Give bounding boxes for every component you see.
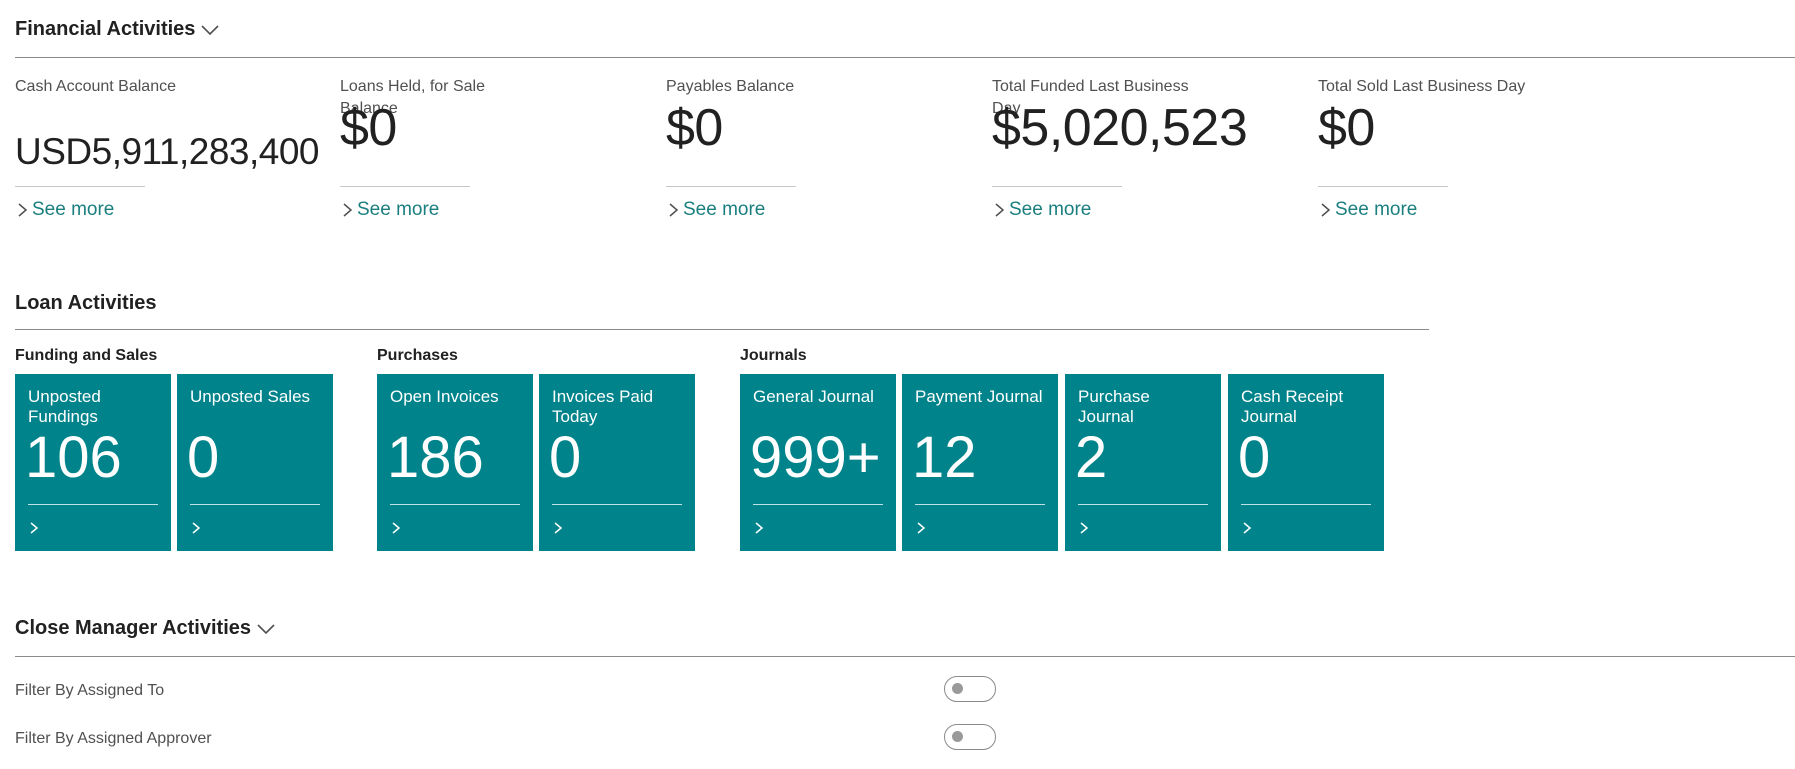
chevron-right-icon	[669, 203, 679, 217]
toggle-knob	[952, 731, 963, 742]
tile-label: Unposted Sales	[190, 387, 311, 406]
tile-label: Cash Receipt Journal	[1241, 387, 1344, 426]
tile-divider	[753, 504, 883, 505]
chevron-right-icon[interactable]	[390, 521, 402, 535]
filter-assigned-to-toggle[interactable]	[944, 676, 996, 702]
financial-activities-title: Financial Activities	[15, 18, 196, 40]
chevron-right-icon[interactable]	[753, 521, 765, 535]
loan-activities-header: Loan Activities	[15, 292, 157, 315]
loan-activities-title: Loan Activities	[15, 292, 157, 314]
cue-label: Payables Balance	[666, 78, 795, 95]
tile-invoices-paid-today[interactable]: Invoices Paid Today 0	[539, 374, 695, 551]
cue-label: Cash Account Balance	[15, 78, 176, 95]
see-more-label: See more	[683, 199, 766, 220]
see-more-link[interactable]: See more	[992, 199, 1312, 221]
close-manager-activities-divider	[15, 656, 1795, 657]
chevron-down-icon[interactable]	[255, 622, 277, 636]
tile-general-journal[interactable]: General Journal 999+	[740, 374, 896, 551]
chevron-right-icon	[18, 203, 28, 217]
cue-value[interactable]: $0	[666, 99, 723, 157]
cue-value[interactable]: $0	[340, 99, 397, 157]
tile-purchase-journal[interactable]: Purchase Journal 2	[1065, 374, 1221, 551]
close-manager-activities-header[interactable]: Close Manager Activities	[15, 617, 277, 640]
cue-label: Total Sold Last Business Day	[1318, 78, 1526, 95]
cue-divider	[992, 186, 1122, 187]
cue-value[interactable]: USD5,911,283,400	[15, 131, 320, 172]
tile-divider	[28, 504, 158, 505]
tile-label: Purchase Journal	[1078, 387, 1150, 426]
tile-label: Unposted Fundings	[28, 387, 101, 426]
tile-value: 0	[549, 425, 582, 490]
cue-value[interactable]: $0	[1318, 99, 1375, 157]
cue-total-funded-last-business-day: Total Funded Last Business Day $5,020,52…	[992, 76, 1312, 221]
tile-value: 0	[187, 425, 220, 490]
tile-label: Payment Journal	[915, 387, 1043, 406]
group-label-journals: Journals	[740, 347, 807, 364]
tile-value: 186	[387, 425, 484, 490]
cue-cash-account-balance: Cash Account Balance USD5,911,283,400 Se…	[15, 76, 335, 221]
cue-total-sold-last-business-day: Total Sold Last Business Day $0 See more	[1318, 76, 1578, 221]
see-more-label: See more	[32, 199, 115, 220]
see-more-link[interactable]: See more	[1318, 199, 1578, 221]
tile-value: 0	[1238, 425, 1271, 490]
cue-divider	[15, 186, 145, 187]
tile-label: General Journal	[753, 387, 874, 406]
cue-payables-balance: Payables Balance $0 See more	[666, 76, 986, 221]
tile-divider	[190, 504, 320, 505]
tile-divider	[1241, 504, 1371, 505]
chevron-right-icon[interactable]	[1241, 521, 1253, 535]
toggle-knob	[952, 683, 963, 694]
close-manager-activities-title: Close Manager Activities	[15, 617, 252, 639]
cue-label: Loans Held, for Sale Balance	[340, 78, 485, 117]
tile-label: Open Invoices	[390, 387, 499, 406]
chevron-down-icon[interactable]	[199, 23, 221, 37]
cue-value[interactable]: $5,020,523	[992, 99, 1248, 157]
cue-label: Total Funded Last Business Day	[992, 78, 1189, 117]
financial-activities-divider	[15, 57, 1795, 58]
tile-divider	[552, 504, 682, 505]
cue-divider	[1318, 186, 1448, 187]
group-label-purchases: Purchases	[377, 347, 458, 364]
see-more-link[interactable]: See more	[340, 199, 660, 221]
filter-label-assigned-approver: Filter By Assigned Approver	[15, 730, 212, 747]
see-more-link[interactable]: See more	[666, 199, 986, 221]
cue-divider	[340, 186, 470, 187]
tile-value: 12	[912, 425, 977, 490]
tile-unposted-sales[interactable]: Unposted Sales 0	[177, 374, 333, 551]
see-more-link[interactable]: See more	[15, 199, 335, 221]
chevron-right-icon	[1321, 203, 1331, 217]
see-more-label: See more	[1009, 199, 1092, 220]
tile-value: 999+	[750, 425, 881, 490]
chevron-right-icon	[995, 203, 1005, 217]
chevron-right-icon[interactable]	[28, 521, 40, 535]
tile-payment-journal[interactable]: Payment Journal 12	[902, 374, 1058, 551]
cue-divider	[666, 186, 796, 187]
tile-label: Invoices Paid Today	[552, 387, 654, 426]
filter-assigned-approver-toggle[interactable]	[944, 724, 996, 750]
tile-cash-receipt-journal[interactable]: Cash Receipt Journal 0	[1228, 374, 1384, 551]
chevron-right-icon[interactable]	[915, 521, 927, 535]
tile-value: 106	[25, 425, 122, 490]
chevron-right-icon	[343, 203, 353, 217]
group-label-funding-and-sales: Funding and Sales	[15, 347, 158, 364]
cue-loans-held-for-sale-balance: Loans Held, for Sale Balance $0 See more	[340, 76, 660, 221]
chevron-right-icon[interactable]	[1078, 521, 1090, 535]
tile-divider	[915, 504, 1045, 505]
see-more-label: See more	[1335, 199, 1418, 220]
tile-divider	[1078, 504, 1208, 505]
tile-value: 2	[1075, 425, 1108, 490]
filter-label-assigned-to: Filter By Assigned To	[15, 682, 165, 699]
chevron-right-icon[interactable]	[190, 521, 202, 535]
financial-activities-header[interactable]: Financial Activities	[15, 18, 221, 41]
chevron-right-icon[interactable]	[552, 521, 564, 535]
tile-unposted-fundings[interactable]: Unposted Fundings 106	[15, 374, 171, 551]
tile-open-invoices[interactable]: Open Invoices 186	[377, 374, 533, 551]
see-more-label: See more	[357, 199, 440, 220]
tile-divider	[390, 504, 520, 505]
loan-activities-divider	[15, 329, 1429, 330]
